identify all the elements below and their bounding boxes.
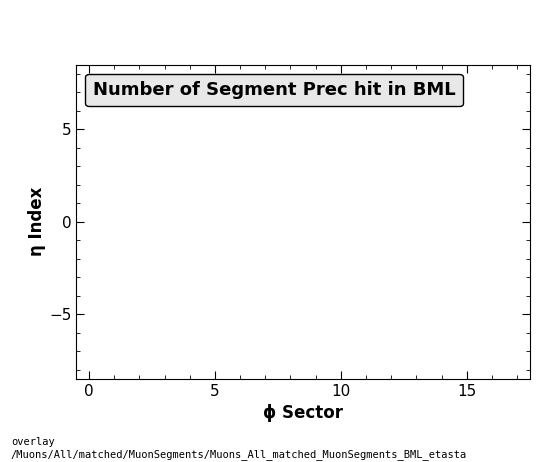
X-axis label: ϕ Sector: ϕ Sector [263, 404, 343, 422]
Y-axis label: η Index: η Index [28, 187, 46, 256]
Text: overlay
/Muons/All/matched/MuonSegments/Muons_All_matched_MuonSegments_BML_etast: overlay /Muons/All/matched/MuonSegments/… [11, 437, 467, 460]
Legend: Number of Segment Prec hit in BML: Number of Segment Prec hit in BML [86, 74, 462, 106]
